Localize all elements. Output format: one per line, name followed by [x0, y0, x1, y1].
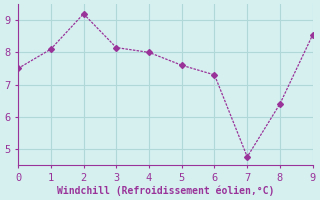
X-axis label: Windchill (Refroidissement éolien,°C): Windchill (Refroidissement éolien,°C) [57, 185, 274, 196]
